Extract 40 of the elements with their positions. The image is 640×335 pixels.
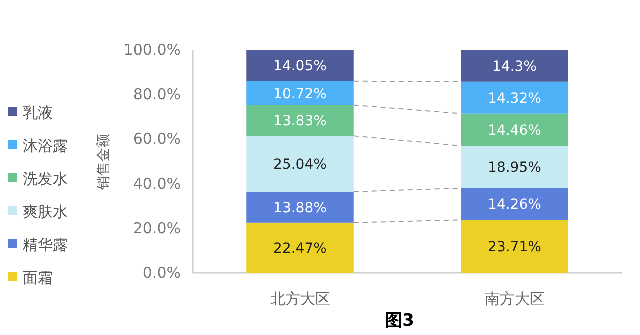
y-tick-label: 40.0%: [133, 174, 181, 193]
bar: [461, 114, 568, 146]
data-label: 14.05%: [274, 58, 327, 75]
y-tick-label: 60.0%: [133, 130, 181, 148]
y-tick-label: 80.0%: [133, 86, 181, 104]
data-label: 10.72%: [274, 86, 327, 102]
bar: [461, 50, 568, 82]
x-tick-label: 南方大区: [484, 290, 545, 308]
legend-label: 洗发水: [23, 170, 68, 188]
legend-label: 面霜: [23, 269, 53, 287]
y-axis-title: 销售金额: [96, 134, 112, 191]
data-label: 22.47%: [274, 240, 327, 257]
y-tick-label: 20.0%: [133, 219, 181, 238]
legend-label: 乳液: [23, 104, 53, 122]
bar: [461, 188, 568, 220]
bar: [246, 136, 354, 192]
legend-label: 精华露: [23, 236, 68, 254]
data-label: 14.46%: [488, 122, 542, 139]
data-label: 23.71%: [488, 240, 542, 256]
y-tick-label: 100.0%: [124, 41, 181, 59]
data-label: 13.83%: [274, 114, 327, 130]
data-label: 14.3%: [492, 58, 537, 75]
data-label: 18.95%: [488, 160, 542, 176]
caption: 图3: [386, 311, 414, 331]
legend-label: 沐浴露: [23, 137, 68, 155]
data-label: 14.32%: [488, 90, 542, 107]
legend-label: 爽肤水: [23, 203, 68, 221]
bar: [246, 105, 354, 136]
bar: [461, 146, 568, 188]
bar: [246, 222, 354, 273]
data-label: 25.04%: [274, 157, 327, 174]
bar: [461, 82, 568, 114]
bar: [246, 81, 354, 106]
bar: [246, 192, 354, 223]
x-tick-label: 北方大区: [270, 290, 330, 308]
bar: [461, 220, 568, 273]
y-tick-label: 0.0%: [142, 264, 181, 282]
bar: [246, 50, 354, 82]
data-label: 13.88%: [274, 200, 327, 216]
data-label: 14.26%: [488, 197, 542, 214]
